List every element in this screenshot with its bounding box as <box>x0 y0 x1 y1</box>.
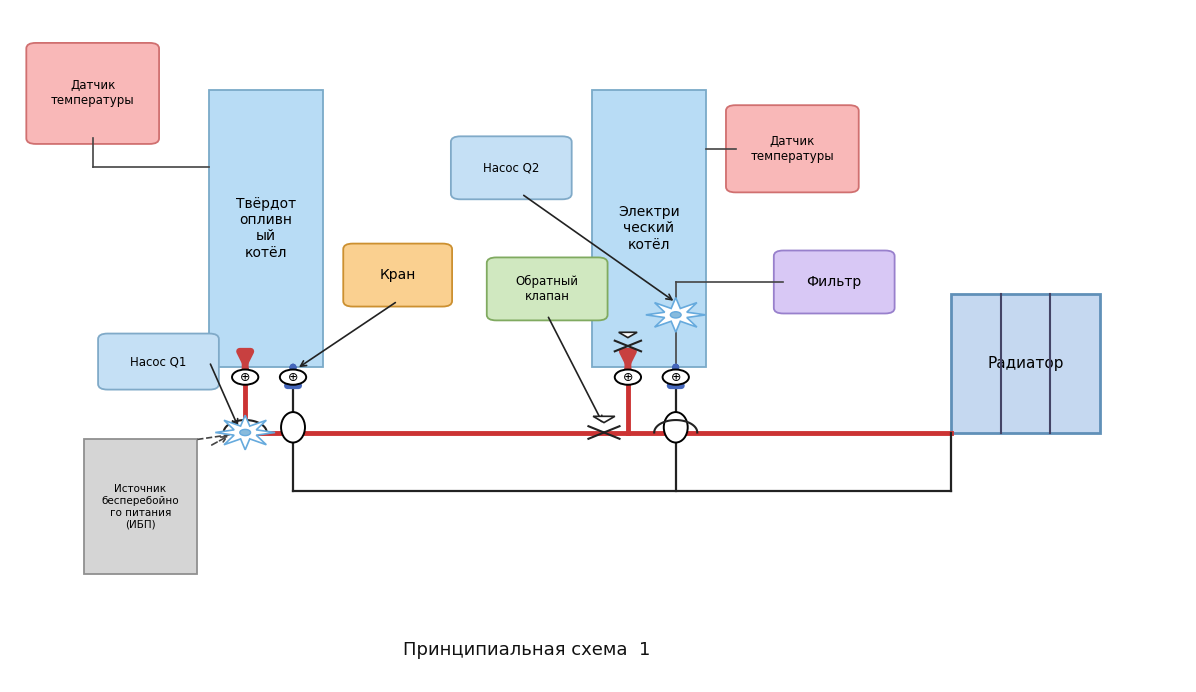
Text: Твёрдот
опливн
ый
котёл: Твёрдот опливн ый котёл <box>236 197 297 260</box>
Circle shape <box>239 429 251 436</box>
Text: ⊕: ⊕ <box>240 371 250 383</box>
Circle shape <box>615 370 641 385</box>
Text: Обратный
клапан: Обратный клапан <box>515 275 579 303</box>
Polygon shape <box>215 415 275 450</box>
Text: Кран: Кран <box>379 268 416 282</box>
Text: ⊕: ⊕ <box>623 371 633 383</box>
Circle shape <box>280 370 306 385</box>
Circle shape <box>670 311 681 318</box>
Text: Принципиальная схема  1: Принципиальная схема 1 <box>403 641 649 659</box>
Text: Насос Q2: Насос Q2 <box>483 161 539 174</box>
Text: Датчик
температуры: Датчик температуры <box>751 135 834 163</box>
FancyBboxPatch shape <box>343 244 452 307</box>
Text: ⊕: ⊕ <box>288 371 298 383</box>
Ellipse shape <box>281 412 305 443</box>
Circle shape <box>232 370 258 385</box>
Bar <box>951 294 1100 432</box>
FancyBboxPatch shape <box>451 136 572 199</box>
FancyBboxPatch shape <box>487 257 608 320</box>
Text: Датчик
температуры: Датчик температуры <box>51 80 134 107</box>
Text: Источник
бесперебойно
го питания
(ИБП): Источник бесперебойно го питания (ИБП) <box>102 484 179 529</box>
Polygon shape <box>618 332 637 338</box>
Circle shape <box>663 370 689 385</box>
Bar <box>84 439 197 574</box>
FancyBboxPatch shape <box>98 334 219 390</box>
Text: Насос Q1: Насос Q1 <box>130 355 187 368</box>
Text: Электри
ческий
котёл: Электри ческий котёл <box>618 205 679 252</box>
Polygon shape <box>646 298 706 332</box>
Bar <box>592 90 706 367</box>
Polygon shape <box>593 417 615 423</box>
Bar <box>209 90 323 367</box>
FancyBboxPatch shape <box>726 105 859 192</box>
FancyBboxPatch shape <box>774 251 895 313</box>
Text: Радиатор: Радиатор <box>988 356 1063 371</box>
Ellipse shape <box>664 412 688 443</box>
Text: ⊕: ⊕ <box>671 371 681 383</box>
FancyBboxPatch shape <box>26 43 159 144</box>
Text: Фильтр: Фильтр <box>806 275 862 289</box>
